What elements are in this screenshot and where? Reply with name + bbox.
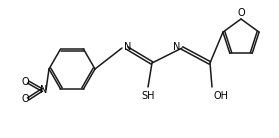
Text: SH: SH: [141, 91, 155, 101]
Text: N: N: [40, 85, 47, 95]
Text: OH: OH: [214, 91, 229, 101]
Text: O: O: [21, 94, 29, 104]
Text: N: N: [173, 42, 180, 52]
Text: O: O: [237, 8, 245, 18]
Text: O: O: [21, 77, 29, 87]
Text: N: N: [124, 42, 131, 52]
